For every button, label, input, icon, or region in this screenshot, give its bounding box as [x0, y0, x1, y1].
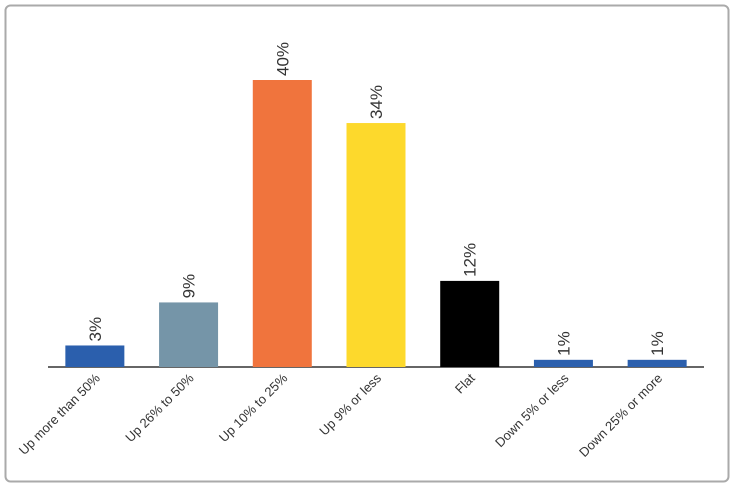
bar: [159, 302, 219, 367]
bar: [252, 80, 312, 367]
bar: [627, 359, 687, 367]
value-label: 3%: [86, 317, 105, 342]
bar: [440, 280, 500, 367]
bar: [346, 123, 406, 367]
value-label: 40%: [273, 42, 292, 76]
value-label: 12%: [461, 243, 480, 277]
value-label: 9%: [180, 274, 199, 299]
value-label: 1%: [648, 331, 667, 356]
bar: [533, 359, 593, 367]
bar: [65, 345, 125, 367]
value-label: 1%: [554, 331, 573, 356]
value-label: 34%: [367, 85, 386, 119]
